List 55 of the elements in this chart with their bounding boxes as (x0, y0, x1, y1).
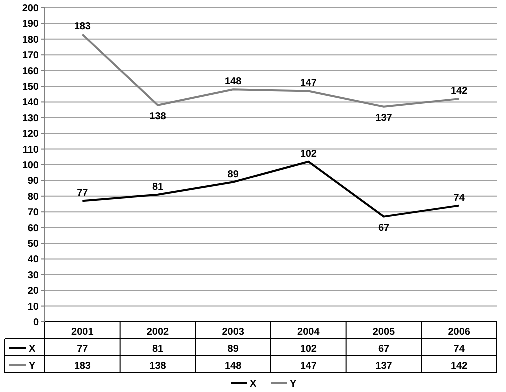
x-tick-label: 2003 (222, 327, 245, 338)
y-tick-label: 170 (22, 50, 40, 62)
y-tick-label: 180 (22, 34, 40, 46)
annotation: 147 (300, 78, 318, 90)
y-tick-label: 0 (33, 318, 40, 328)
data-label: 183 (74, 361, 92, 372)
annotation: 89 (228, 169, 240, 180)
data-label: 77 (77, 344, 89, 355)
y-tick-label: 10 (28, 302, 40, 313)
data-label: 81 (152, 344, 164, 355)
data-label: 148 (224, 361, 242, 372)
data-label: 102 (300, 344, 318, 355)
annotation: 148 (224, 76, 242, 88)
y-tick-label: 30 (28, 270, 40, 282)
annotation: 77 (77, 188, 89, 200)
x-tick-label: 2005 (372, 327, 396, 338)
x-tick-label: 2002 (146, 327, 170, 338)
y-tick-label: 190 (22, 19, 40, 30)
data-label: 74 (454, 344, 466, 355)
y-tick-label: 40 (28, 254, 40, 266)
y-tick-label: 150 (22, 82, 40, 93)
data-label: 138 (150, 361, 167, 372)
annotation: 142 (450, 86, 468, 98)
annotation: 137 (376, 112, 393, 124)
y-tick-label: 160 (22, 66, 40, 78)
y-tick-label: 200 (22, 4, 40, 14)
annotation: 74 (454, 192, 466, 204)
y-tick-label: 100 (22, 160, 40, 172)
x-tick-label: 2006 (448, 327, 471, 338)
y-tick-label: 80 (28, 192, 40, 203)
data-label: 137 (376, 361, 393, 372)
legend-label: Y (29, 361, 36, 372)
data-label: 67 (378, 344, 390, 355)
data-label: 147 (300, 361, 318, 372)
y-tick-label: 90 (28, 176, 40, 188)
y-tick-label: 50 (28, 239, 40, 250)
x-tick-label: 2004 (298, 327, 320, 338)
annotation: 183 (74, 22, 92, 33)
y-tick-label: 130 (22, 113, 40, 124)
y-tick-label: 70 (28, 208, 40, 219)
data-label: 142 (450, 361, 468, 372)
y-tick-label: 140 (22, 98, 40, 109)
y-tick-label: 60 (28, 223, 40, 234)
annotation: 138 (150, 111, 167, 122)
annotation: 102 (300, 148, 318, 160)
x-tick-label: 2001 (72, 327, 94, 338)
data-label: 89 (228, 344, 240, 355)
text: Y (290, 379, 297, 390)
annotation: 81 (152, 182, 164, 193)
y-tick-label: 110 (22, 144, 40, 156)
legend-label: X (29, 344, 36, 355)
y-tick-label: 120 (22, 129, 40, 140)
y-tick-label: 20 (28, 286, 40, 298)
text: X (250, 379, 257, 390)
annotation: 67 (378, 222, 390, 234)
